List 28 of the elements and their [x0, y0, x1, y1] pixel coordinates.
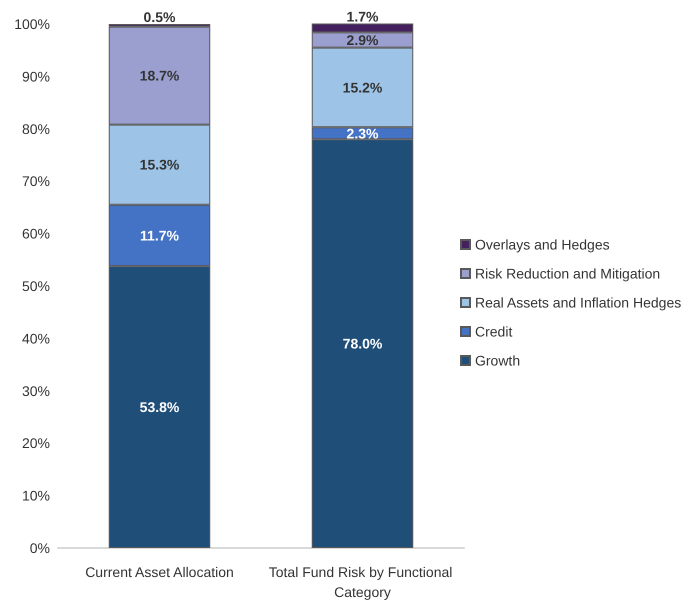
data-label: 78.0%	[342, 336, 383, 352]
data-label: 15.3%	[140, 156, 180, 173]
y-tick-label: 50%	[22, 278, 50, 294]
y-tick-label: 10%	[22, 488, 50, 504]
data-label: 0.5%	[144, 9, 176, 25]
y-tick-label: 30%	[22, 382, 50, 399]
y-tick-label: 80%	[22, 120, 50, 137]
data-label: 18.7%	[140, 68, 180, 84]
y-tick-label: 40%	[22, 330, 50, 346]
y-tick-label: 0%	[30, 540, 50, 556]
data-label: 2.9%	[346, 32, 379, 48]
legend-label: Credit	[474, 324, 512, 340]
y-tick-label: 20%	[22, 435, 50, 452]
x-tick-label: Total Fund Risk by Functional Category	[268, 564, 456, 600]
x-tick-label: Current Asset Allocation	[85, 564, 234, 580]
data-label: 15.2%	[342, 79, 383, 96]
y-tick-label: 70%	[22, 173, 50, 190]
y-tick-label: 60%	[22, 226, 50, 242]
data-label: 11.7%	[140, 227, 180, 244]
legend-label: Overlays and Hedges	[474, 236, 610, 252]
legend-label: Risk Reduction and Mitigation	[474, 266, 660, 282]
legend-label: Growth	[474, 352, 520, 368]
data-label: 2.3%	[346, 125, 379, 142]
y-tick-label: 90%	[22, 68, 50, 84]
data-label: 53.8%	[140, 399, 180, 416]
y-tick-label: 100%	[14, 16, 50, 32]
legend-label: Real Assets and Inflation Hedges	[474, 294, 682, 310]
data-label: 1.7%	[346, 8, 379, 24]
